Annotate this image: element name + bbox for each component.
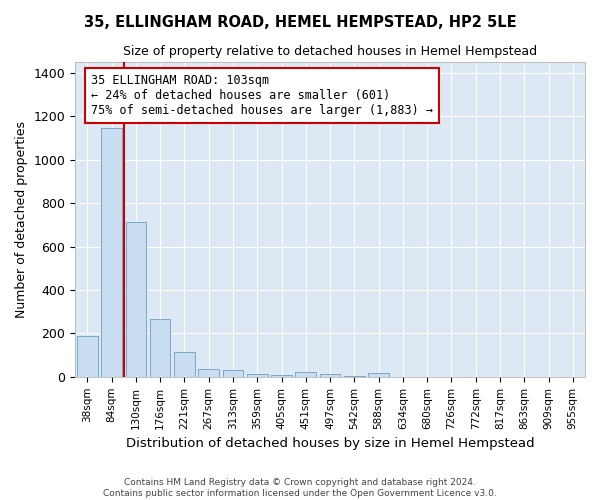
Text: Contains HM Land Registry data © Crown copyright and database right 2024.
Contai: Contains HM Land Registry data © Crown c…	[103, 478, 497, 498]
Text: 35 ELLINGHAM ROAD: 103sqm
← 24% of detached houses are smaller (601)
75% of semi: 35 ELLINGHAM ROAD: 103sqm ← 24% of detac…	[91, 74, 433, 117]
Title: Size of property relative to detached houses in Hemel Hempstead: Size of property relative to detached ho…	[123, 45, 537, 58]
Bar	[199, 368, 219, 377]
Bar	[101, 128, 122, 377]
Text: 35, ELLINGHAM ROAD, HEMEL HEMPSTEAD, HP2 5LE: 35, ELLINGHAM ROAD, HEMEL HEMPSTEAD, HP2…	[83, 15, 517, 30]
Bar	[271, 374, 292, 377]
Bar	[247, 374, 268, 377]
Bar	[174, 352, 195, 377]
Bar	[125, 222, 146, 377]
Y-axis label: Number of detached properties: Number of detached properties	[15, 121, 28, 318]
X-axis label: Distribution of detached houses by size in Hemel Hempstead: Distribution of detached houses by size …	[126, 437, 535, 450]
Bar	[295, 372, 316, 377]
Bar	[223, 370, 243, 377]
Bar	[368, 373, 389, 377]
Bar	[150, 320, 170, 377]
Bar	[320, 374, 340, 377]
Bar	[77, 336, 98, 377]
Bar	[344, 376, 365, 377]
